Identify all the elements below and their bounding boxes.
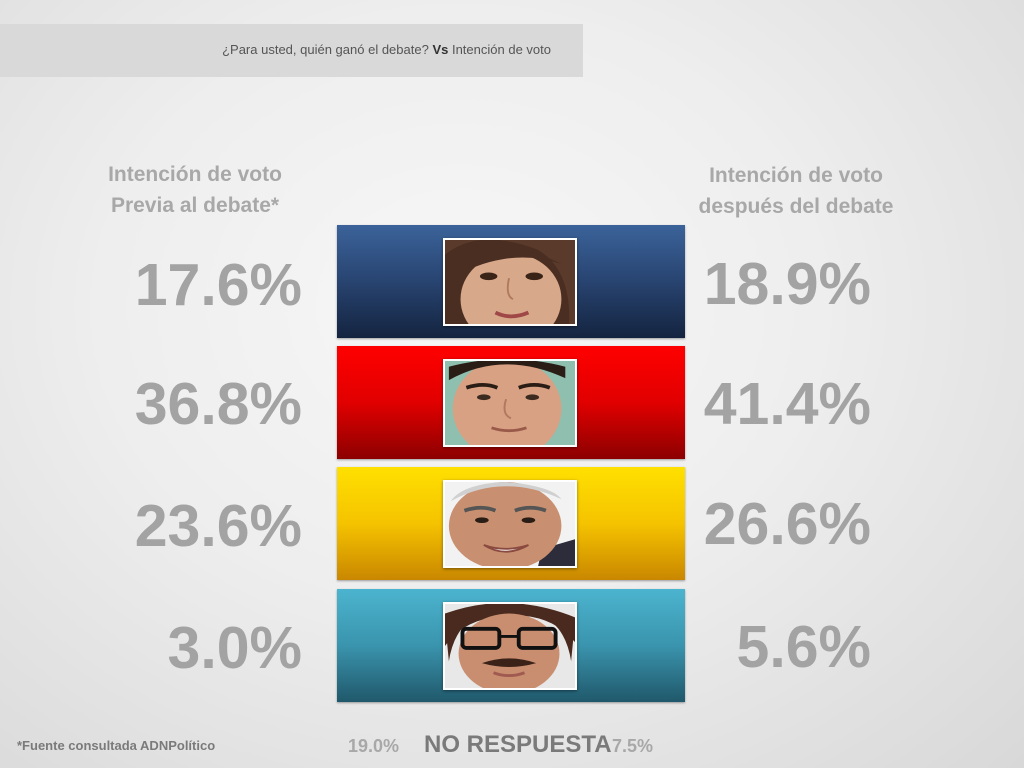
before-value-1: 17.6% <box>134 252 302 318</box>
no-response-after: 7.5% <box>612 736 654 756</box>
no-response-before: 19.0% <box>348 736 400 756</box>
left-column-title: Intención de voto Previa al debate* <box>108 163 282 217</box>
candidate-photo-older-man-icon <box>443 480 577 568</box>
source-footnote: *Fuente consultada ADNPolítico <box>17 738 216 753</box>
after-value-3: 26.6% <box>703 491 871 557</box>
after-value-1: 18.9% <box>703 251 871 317</box>
header-band: ¿Para usted, quién ganó el debate? Vs In… <box>0 24 583 77</box>
header-title: ¿Para usted, quién ganó el debate? Vs In… <box>222 42 551 57</box>
candidate-photo-glasses-man-icon <box>443 602 577 690</box>
right-column-title: Intención de voto después del debate <box>698 164 894 218</box>
before-value-3: 23.6% <box>134 493 302 559</box>
candidate-photo-woman-icon <box>443 238 577 326</box>
candidate-photo-man-icon <box>443 359 577 447</box>
after-value-2: 41.4% <box>703 371 871 437</box>
after-value-4: 5.6% <box>736 614 871 680</box>
no-response-label: NO RESPUESTA <box>424 731 612 758</box>
before-value-4: 3.0% <box>167 615 302 681</box>
candidate-bar-2 <box>337 346 685 459</box>
before-value-2: 36.8% <box>134 371 302 437</box>
candidate-bar-3 <box>337 467 685 580</box>
candidate-bar-1 <box>337 225 685 338</box>
candidate-bar-4 <box>337 589 685 702</box>
